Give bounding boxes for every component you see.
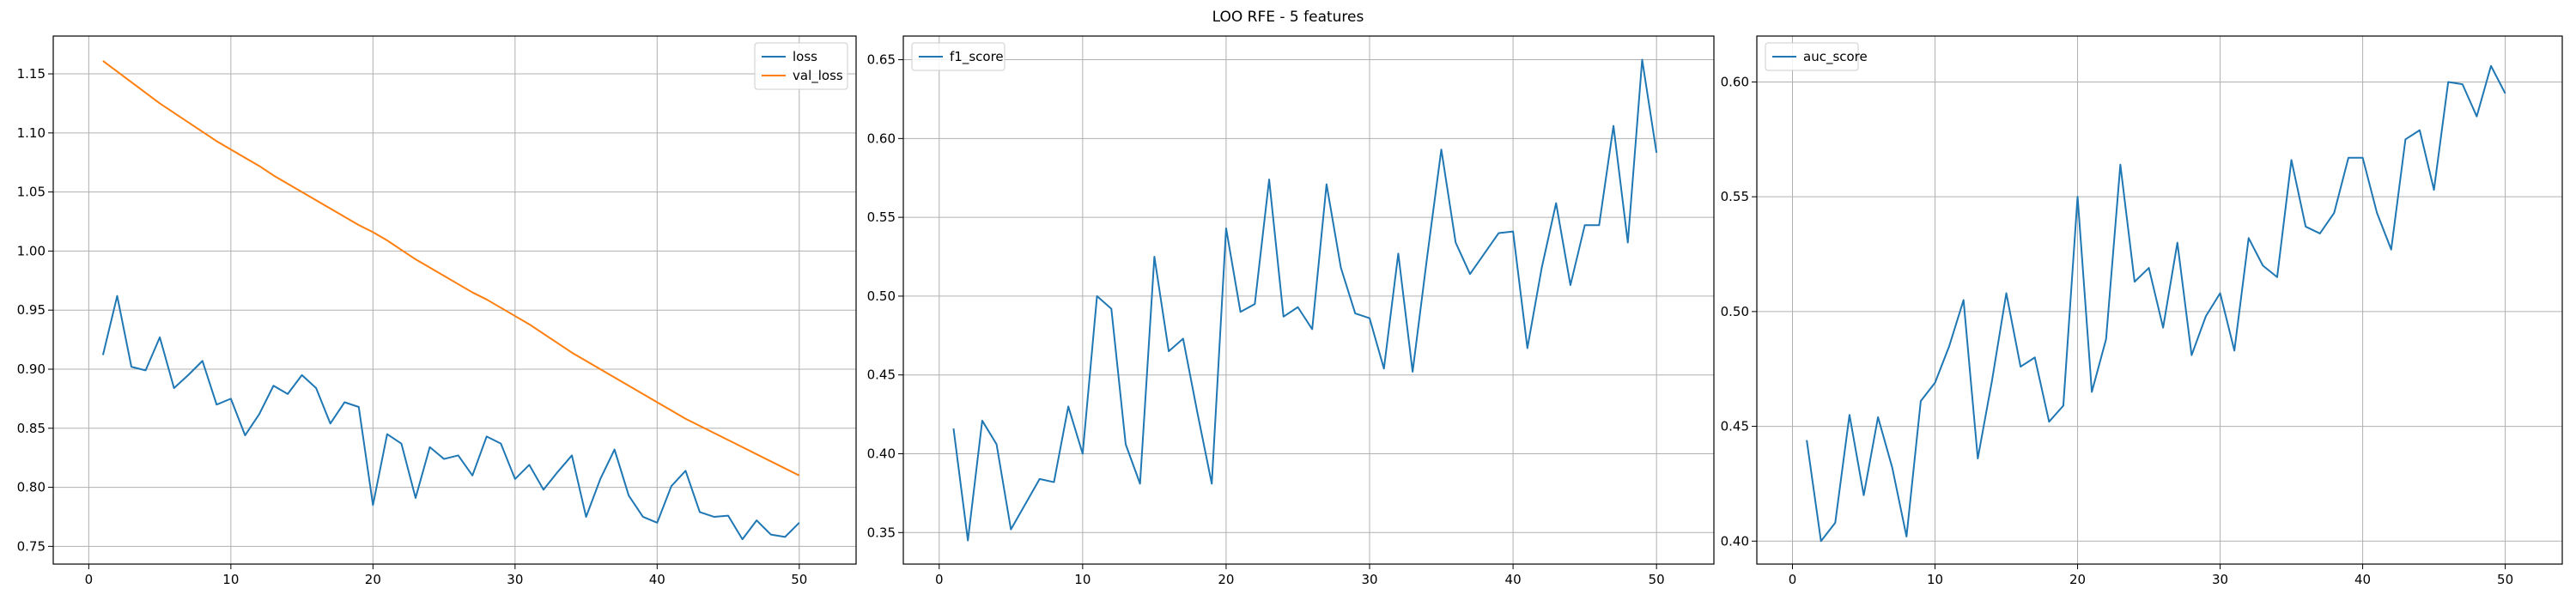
y-tick-label: 0.75 <box>17 538 46 554</box>
axes-frame <box>902 35 1715 565</box>
legend: f1_score <box>911 42 1005 71</box>
x-tick-label: 50 <box>1649 572 1665 587</box>
y-tick-label: 0.85 <box>17 421 46 436</box>
y-tick-label: 0.60 <box>1721 74 1749 89</box>
series-line-f1-score <box>952 58 1658 542</box>
y-tick-label: 0.40 <box>867 446 896 461</box>
legend-label-auc-score: auc_score <box>1803 49 1868 65</box>
x-tick-label: 10 <box>1074 572 1091 587</box>
x-tick-label: 50 <box>791 572 807 587</box>
series-line-val-loss <box>102 60 800 477</box>
x-tick-label: 20 <box>365 572 381 587</box>
figure-title: LOO RFE - 5 features <box>1212 9 1364 26</box>
x-tick-label: 30 <box>507 572 523 587</box>
y-tick-label: 0.90 <box>17 361 46 377</box>
legend-label-loss: loss <box>793 49 817 64</box>
y-tick-label: 0.80 <box>17 480 46 495</box>
y-tick-label: 0.35 <box>867 525 896 540</box>
series-line-loss <box>101 294 800 541</box>
y-tick-label: 0.65 <box>867 52 896 68</box>
y-tick-label: 0.45 <box>1721 419 1749 434</box>
y-tick-label: 1.05 <box>17 185 46 200</box>
y-tick-label: 0.50 <box>1721 304 1749 319</box>
y-tick-label: 0.55 <box>1721 189 1749 204</box>
legend-label-val-loss: val_loss <box>793 68 843 84</box>
legend-box <box>754 42 848 90</box>
y-tick-label: 1.15 <box>17 66 46 82</box>
y-tick-label: 0.55 <box>867 209 896 225</box>
subplot-loss: 0 10 20 30 40 50 0.75 0.80 0.85 0.90 0.95 1.00 1.05 1… <box>17 35 857 587</box>
y-tick-label: 0.95 <box>17 302 46 318</box>
series-line-auc-score <box>1806 64 2506 543</box>
x-tick-label: 20 <box>2069 572 2086 587</box>
x-tick-label: 0 <box>935 572 944 587</box>
y-tick-label: 0.40 <box>1721 533 1749 549</box>
x-tick-label: 0 <box>85 572 94 587</box>
x-tick-label: 30 <box>2212 572 2228 587</box>
y-tick-label: 1.00 <box>17 243 46 258</box>
y-tick-label: 0.45 <box>867 367 896 383</box>
x-tick-label: 40 <box>649 572 665 587</box>
x-tick-label: 0 <box>1789 572 1797 587</box>
x-tick-label: 40 <box>1505 572 1522 587</box>
y-tick-label: 0.50 <box>867 288 896 304</box>
x-tick-label: 40 <box>2354 572 2371 587</box>
axes-frame <box>52 35 857 565</box>
subplot-f1-score: 0 10 20 30 40 50 0.35 0.40 0.45 0.50 0.55 0.60 0.65 f… <box>867 35 1715 587</box>
x-tick-label: 10 <box>1927 572 1943 587</box>
x-tick-label: 10 <box>222 572 239 587</box>
subplot-auc-score: 0 10 20 30 40 50 0.40 0.45 0.50 0.55 0.60 auc_score <box>1721 35 2563 587</box>
legend-box <box>911 42 1005 71</box>
x-tick-label: 30 <box>1361 572 1377 587</box>
legend: loss val_loss <box>754 42 848 90</box>
y-tick-label: 0.60 <box>867 131 896 146</box>
legend: auc_score <box>1765 42 1868 71</box>
legend-label-f1-score: f1_score <box>950 49 1004 65</box>
x-tick-label: 50 <box>2497 572 2513 587</box>
x-tick-label: 20 <box>1218 572 1234 587</box>
y-tick-label: 1.10 <box>17 125 46 141</box>
legend-box <box>1765 42 1859 71</box>
axes-frame <box>1756 35 2563 565</box>
